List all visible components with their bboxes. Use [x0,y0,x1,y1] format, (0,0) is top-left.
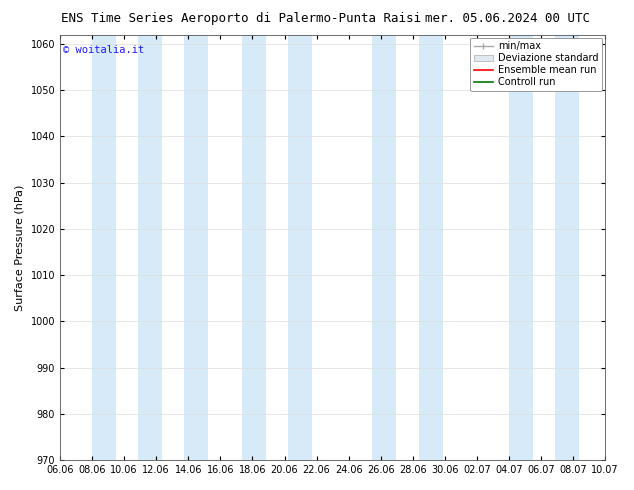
Text: mer. 05.06.2024 00 UTC: mer. 05.06.2024 00 UTC [425,12,590,25]
Bar [508,35,533,460]
Bar [288,35,312,460]
Legend: min/max, Deviazione standard, Ensemble mean run, Controll run: min/max, Deviazione standard, Ensemble m… [470,38,602,91]
Text: ENS Time Series Aeroporto di Palermo-Punta Raisi: ENS Time Series Aeroporto di Palermo-Pun… [61,12,421,25]
Bar [418,35,443,460]
Y-axis label: Surface Pressure (hPa): Surface Pressure (hPa) [15,184,25,311]
Bar [184,35,209,460]
Bar [372,35,396,460]
Bar [242,35,266,460]
Bar [92,35,115,460]
Text: © woitalia.it: © woitalia.it [63,45,144,55]
Bar [555,35,579,460]
Bar [138,35,162,460]
